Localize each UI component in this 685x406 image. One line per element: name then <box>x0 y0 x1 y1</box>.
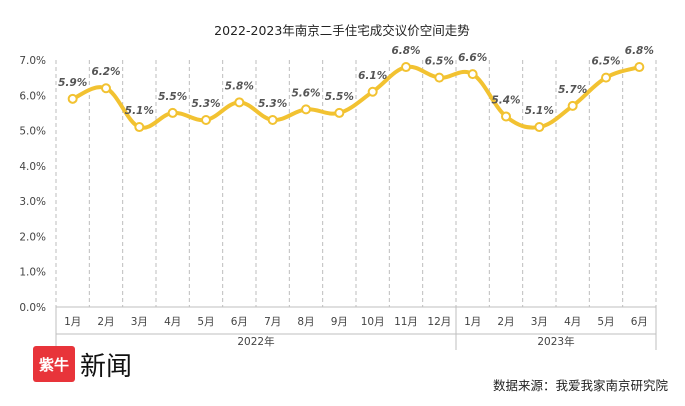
x-tick-label: 5月 <box>597 316 614 328</box>
logo-badge-text: 紫牛 <box>39 356 69 374</box>
data-point <box>167 107 178 118</box>
data-labels: 5.9% 6.2% 5.1% 5.5% 5.3% 5.8% 5.3% 5.6% 5.5% 6.1%… <box>58 45 654 117</box>
data-label: 5.1% <box>125 105 154 117</box>
data-point <box>67 93 78 104</box>
data-label: 5.3% <box>258 98 287 110</box>
data-point <box>234 97 245 108</box>
data-points <box>67 62 645 133</box>
logo: 紫牛 新闻 <box>33 346 132 382</box>
x-tick-label: 1月 <box>464 316 481 328</box>
x-tick-label: 7月 <box>264 316 281 328</box>
y-tick-label: 2.0% <box>19 231 46 243</box>
data-label: 5.4% <box>491 94 520 106</box>
data-point <box>534 122 545 133</box>
y-tick-label: 0.0% <box>19 302 46 314</box>
x-tick-label: 5月 <box>197 316 214 328</box>
data-label: 6.1% <box>358 70 387 82</box>
data-point <box>267 114 278 125</box>
data-label: 6.5% <box>591 56 620 68</box>
data-label: 5.9% <box>58 77 87 89</box>
data-point <box>567 100 578 111</box>
y-tick-label: 1.0% <box>19 267 46 279</box>
data-label: 5.5% <box>325 91 354 103</box>
logo-badge <box>33 346 75 382</box>
data-point <box>201 114 211 125</box>
x-tick-label: 9月 <box>331 316 348 328</box>
data-label: 5.3% <box>191 98 220 110</box>
axes: 0.0% 1.0% 2.0% 3.0% 4.0% 5.0% 6.0% 7.0% 1月 2月 3月 4月… <box>19 55 657 350</box>
x-tick-label: 4月 <box>564 316 581 328</box>
y-tick-label: 7.0% <box>19 55 46 67</box>
x-tick-label: 3月 <box>131 316 148 328</box>
data-point <box>301 104 311 115</box>
data-label: 6.8% <box>625 45 654 57</box>
y-tick-label: 3.0% <box>19 196 46 208</box>
chart-title: 2022-2023年南京二手住宅成交议价空间走势 <box>214 23 470 38</box>
grid <box>55 60 657 307</box>
data-label: 6.8% <box>391 45 420 57</box>
data-point <box>467 69 478 80</box>
x-tick-label: 8月 <box>297 316 314 328</box>
x-tick-label: 3月 <box>531 316 548 328</box>
x-tick-label: 1月 <box>64 316 81 328</box>
logo-text: 新闻 <box>80 352 132 382</box>
data-point <box>601 72 611 83</box>
x-group-label: 2022年 <box>237 335 274 348</box>
x-tick-label: 2月 <box>97 316 114 328</box>
data-point <box>401 62 411 73</box>
data-point <box>367 86 378 97</box>
data-label: 5.6% <box>291 87 320 99</box>
data-point <box>434 72 445 83</box>
x-tick-label: 6月 <box>231 316 248 328</box>
data-point <box>634 62 645 73</box>
x-tick-label: 4月 <box>164 316 181 328</box>
data-label: 5.7% <box>558 84 587 96</box>
x-tick-label: 10月 <box>361 316 385 328</box>
x-tick-label: 2月 <box>497 316 514 328</box>
data-point <box>134 122 145 133</box>
x-group-label: 2023年 <box>537 335 574 348</box>
y-tick-label: 6.0% <box>19 90 46 102</box>
x-tick-label: 11月 <box>394 316 418 328</box>
x-tick-label: 12月 <box>427 316 451 328</box>
data-label: 6.5% <box>425 56 454 68</box>
y-tick-label: 5.0% <box>19 126 46 138</box>
data-label: 6.6% <box>458 52 487 64</box>
x-tick-label: 6月 <box>631 316 648 328</box>
data-label: 6.2% <box>91 66 120 78</box>
y-tick-label: 4.0% <box>19 161 46 173</box>
data-label: 5.8% <box>225 80 254 92</box>
data-point <box>334 107 345 118</box>
data-point <box>501 111 511 122</box>
data-label: 5.5% <box>158 91 187 103</box>
data-source: 数据来源：我爱我家南京研究院 <box>493 378 669 393</box>
data-label: 5.1% <box>525 105 554 117</box>
data-point <box>101 83 111 94</box>
